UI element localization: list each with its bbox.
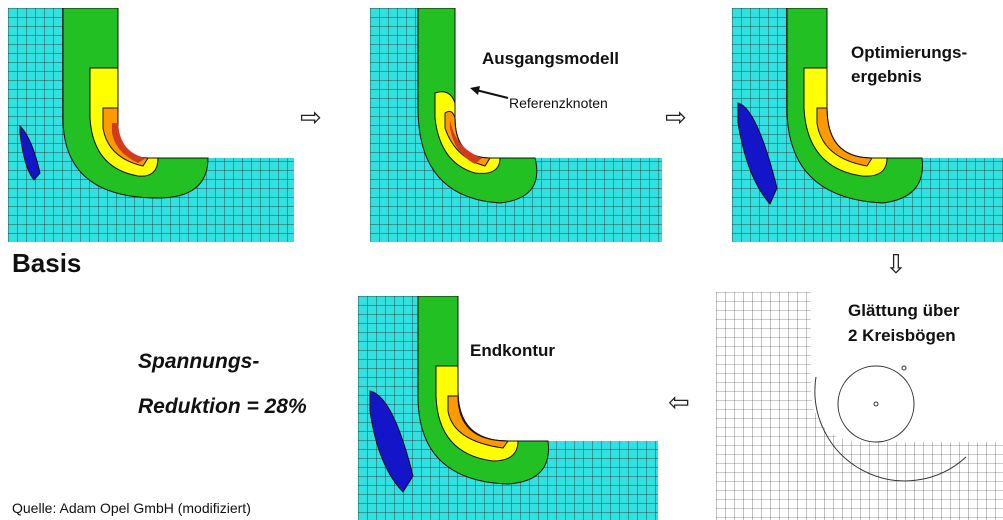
source-caption: Quelle: Adam Opel GmbH (modifiziert) [12, 500, 251, 516]
fe-panel-endkontur [358, 296, 658, 520]
label-optimierung-2: ergebnis [851, 67, 922, 86]
arrow-right-icon: ⇨ [665, 103, 687, 133]
label-referenzknoten: Referenzknoten [509, 95, 608, 111]
label-endkontur: Endkontur [470, 341, 555, 360]
fe-panel-optimierungsergebnis [732, 8, 1003, 242]
label-optimierung-1: Optimierungs- [851, 43, 968, 62]
fe-panel-basis [8, 8, 294, 242]
fe-mesh-endkontur [358, 296, 658, 520]
fe-panel-ausgangsmodell [370, 8, 662, 242]
label-glaettung-1: Glättung über [848, 301, 960, 320]
arrow-down-icon: ⇩ [885, 250, 907, 280]
label-reduktion: Reduktion = 28% [138, 395, 307, 418]
fe-mesh-basis [8, 8, 294, 242]
label-glaettung-2: 2 Kreisbögen [848, 326, 956, 345]
fe-mesh-ausgangsmodell [370, 8, 662, 242]
fe-mesh-optimierungsergebnis [732, 8, 1003, 242]
arrow-left-icon: ⇦ [668, 388, 690, 418]
label-ausgangsmodell: Ausgangsmodell [482, 49, 619, 68]
fe-panel-glaettung [716, 292, 1003, 520]
fe-mesh-glaettung [716, 292, 1003, 520]
label-spannungs: Spannungs- [138, 350, 260, 373]
arrow-right-icon: ⇨ [300, 103, 322, 133]
reference-pointer-icon [470, 86, 509, 99]
label-basis: Basis [12, 248, 82, 278]
